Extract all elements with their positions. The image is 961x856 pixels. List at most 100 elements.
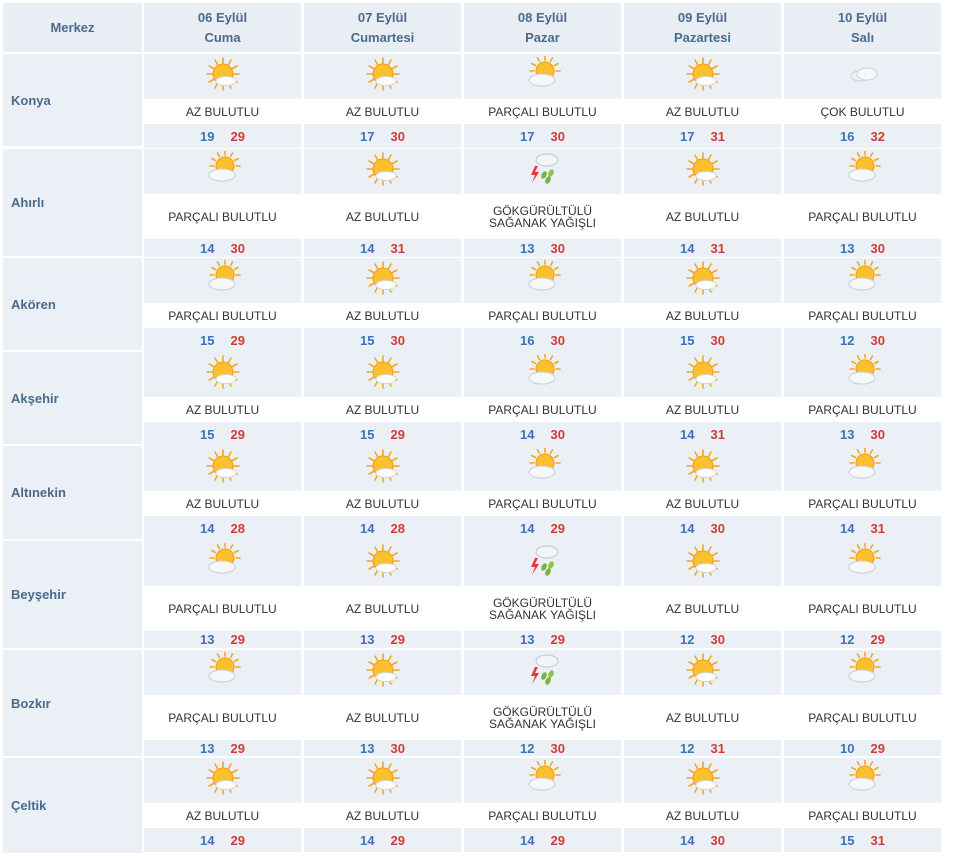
min-temp: 14 — [200, 832, 215, 848]
header-day-2: 08 Eylül Pazar — [464, 3, 621, 52]
min-temp: 14 — [680, 240, 695, 256]
temperature-cell: 12 30 — [464, 740, 621, 756]
max-temp: 30 — [550, 333, 565, 348]
weather-icon-cell — [144, 650, 301, 695]
max-temp: 30 — [390, 333, 405, 348]
weather-icon-cell — [624, 446, 781, 491]
partly-cloudy-icon — [845, 150, 881, 192]
max-temp: 29 — [550, 832, 565, 848]
header-weekday: Salı — [850, 29, 875, 45]
max-temp: 31 — [390, 240, 405, 256]
condition-text: GÖKGÜRÜLTÜLÜ SAĞANAK YAĞIŞLI — [464, 695, 621, 740]
weather-icon-cell — [144, 54, 301, 99]
min-temp: 14 — [200, 240, 215, 256]
temperature-cell: 13 29 — [304, 631, 461, 648]
sun-with-small-cloud-icon — [365, 543, 401, 584]
max-temp: 30 — [710, 832, 725, 848]
min-temp: 15 — [840, 832, 855, 848]
weather-icon-cell — [784, 54, 941, 99]
header-date: 08 Eylül — [517, 9, 568, 25]
condition-text: AZ BULUTLU — [624, 803, 781, 828]
max-temp: 31 — [710, 740, 725, 756]
weather-icon-cell — [304, 352, 461, 397]
header-day-3: 09 Eylül Pazartesi — [624, 3, 781, 52]
thunderstorm-rain-icon — [523, 149, 563, 194]
max-temp: 30 — [550, 740, 565, 756]
min-temp: 17 — [520, 128, 535, 144]
max-temp: 29 — [390, 832, 405, 848]
min-temp: 14 — [200, 521, 215, 536]
weather-icon-cell — [464, 446, 621, 491]
weather-icon-cell — [304, 446, 461, 491]
temperature-cell: 16 32 — [784, 124, 941, 148]
temperature-cell: 14 28 — [144, 516, 301, 541]
max-temp: 30 — [550, 128, 565, 144]
max-temp: 30 — [390, 740, 405, 756]
partly-cloudy-icon — [525, 55, 561, 97]
temperature-cell: 14 30 — [624, 828, 781, 852]
header-city-label: Merkez — [3, 3, 142, 52]
max-temp: 30 — [870, 333, 885, 348]
city-name: Çeltik — [3, 758, 142, 853]
city-name: Beyşehir — [3, 541, 142, 648]
max-temp: 30 — [870, 240, 885, 256]
temperature-cell: 15 30 — [624, 328, 781, 353]
partly-cloudy-icon — [205, 259, 241, 301]
condition-text: PARÇALI BULUTLU — [464, 303, 621, 328]
temperature-cell: 17 30 — [304, 124, 461, 148]
min-temp: 16 — [840, 128, 855, 144]
min-temp: 14 — [680, 427, 695, 442]
temperature-cell: 15 29 — [144, 328, 301, 353]
temperature-cell: 14 28 — [304, 516, 461, 541]
condition-line: SAĞANAK YAĞIŞLI — [489, 215, 596, 230]
max-temp: 30 — [550, 427, 565, 442]
min-temp: 13 — [200, 740, 215, 756]
min-temp: 12 — [840, 333, 855, 348]
condition-text: AZ BULUTLU — [304, 397, 461, 422]
condition-line: SAĞANAK YAĞIŞLI — [489, 716, 596, 731]
weather-icon-cell — [464, 258, 621, 303]
weather-icon-cell — [304, 54, 461, 99]
min-temp: 12 — [520, 740, 535, 756]
partly-cloudy-icon — [205, 651, 241, 693]
condition-text: ÇOK BULUTLU — [784, 99, 941, 124]
header-weekday: Cumartesi — [350, 29, 415, 45]
temperature-cell: 17 30 — [464, 124, 621, 148]
max-temp: 31 — [870, 832, 885, 848]
sun-with-small-cloud-icon — [685, 56, 721, 97]
condition-text: AZ BULUTLU — [624, 586, 781, 631]
temperature-cell: 14 30 — [144, 239, 301, 257]
city-name: Akören — [3, 258, 142, 350]
header-date: 06 Eylül — [197, 9, 248, 25]
weather-icon-cell — [144, 352, 301, 397]
min-temp: 12 — [840, 632, 855, 647]
weather-icon-cell — [304, 650, 461, 695]
min-temp: 10 — [840, 740, 855, 756]
min-temp: 15 — [360, 333, 375, 348]
sun-with-small-cloud-icon — [365, 260, 401, 301]
temperature-cell: 14 30 — [624, 516, 781, 541]
min-temp: 17 — [360, 128, 375, 144]
max-temp: 29 — [230, 832, 245, 848]
header-date: 10 Eylül — [837, 9, 888, 25]
sun-with-small-cloud-icon — [365, 56, 401, 97]
sun-with-small-cloud-icon — [685, 760, 721, 801]
weather-icon-cell — [784, 758, 941, 803]
max-temp: 30 — [710, 333, 725, 348]
weather-icon-cell — [624, 258, 781, 303]
city-name: Konya — [3, 54, 142, 146]
partly-cloudy-icon — [525, 759, 561, 801]
condition-text: PARÇALI BULUTLU — [784, 303, 941, 328]
sun-with-small-cloud-icon — [205, 354, 241, 395]
temperature-cell: 13 30 — [304, 740, 461, 756]
sun-with-small-cloud-icon — [685, 448, 721, 489]
condition-text: PARÇALI BULUTLU — [784, 695, 941, 740]
temperature-cell: 13 29 — [144, 631, 301, 648]
sun-with-small-cloud-icon — [205, 448, 241, 489]
partly-cloudy-icon — [845, 542, 881, 584]
weather-icon-cell — [144, 446, 301, 491]
condition-text: AZ BULUTLU — [624, 695, 781, 740]
condition-text: AZ BULUTLU — [304, 586, 461, 631]
max-temp: 31 — [870, 521, 885, 536]
condition-text: AZ BULUTLU — [304, 803, 461, 828]
